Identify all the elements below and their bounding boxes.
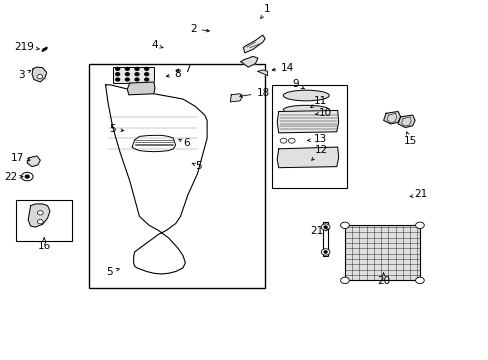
Circle shape [288,138,295,143]
Text: 9: 9 [292,79,304,89]
Text: 16: 16 [38,238,51,251]
Circle shape [116,78,120,81]
Circle shape [25,175,29,178]
Text: 11: 11 [310,96,326,108]
Ellipse shape [283,105,328,114]
Polygon shape [383,112,400,124]
Circle shape [116,73,120,76]
Circle shape [37,220,43,224]
Circle shape [135,67,139,70]
Text: 13: 13 [307,134,326,144]
Polygon shape [241,57,257,67]
Circle shape [37,75,42,79]
Text: 15: 15 [403,132,416,146]
Ellipse shape [283,90,328,101]
Polygon shape [243,35,264,53]
Polygon shape [230,94,242,102]
Polygon shape [257,70,267,76]
Polygon shape [27,156,40,167]
Circle shape [125,67,129,70]
Text: 5: 5 [109,124,123,134]
Circle shape [37,211,43,215]
Text: 6: 6 [179,138,189,148]
Text: 22: 22 [4,172,23,182]
Circle shape [135,78,139,81]
Circle shape [415,277,424,284]
Text: 8: 8 [166,69,181,79]
Circle shape [125,78,129,81]
Circle shape [280,138,286,143]
Text: 4: 4 [151,40,163,50]
Text: 21: 21 [309,226,328,236]
Polygon shape [397,115,414,127]
Polygon shape [127,82,155,95]
Text: 5: 5 [192,161,201,171]
Text: 3: 3 [18,70,31,80]
Bar [344,225,419,280]
Text: 18: 18 [239,88,269,98]
Circle shape [144,67,148,70]
Text: 12: 12 [311,145,327,160]
Circle shape [415,222,424,229]
Circle shape [321,224,329,230]
Circle shape [144,78,148,81]
Circle shape [321,249,329,255]
Polygon shape [32,67,46,82]
Circle shape [116,67,120,70]
Circle shape [135,73,139,76]
Bar [16,201,72,241]
Bar [113,67,154,83]
Circle shape [144,73,148,76]
Bar [272,85,346,188]
Text: 14: 14 [272,63,294,73]
Circle shape [340,277,348,284]
Circle shape [324,251,326,253]
Text: 20: 20 [376,273,389,286]
Text: 10: 10 [315,108,331,118]
Circle shape [21,172,33,181]
Polygon shape [277,111,338,133]
Text: 1: 1 [260,4,270,19]
Circle shape [125,73,129,76]
Circle shape [340,222,348,229]
Text: 17: 17 [11,153,30,163]
Text: 5: 5 [106,266,119,276]
Bar [323,222,327,256]
Text: 21: 21 [409,189,427,199]
Polygon shape [277,147,338,168]
Text: 7: 7 [176,64,191,74]
Text: 2: 2 [189,24,209,34]
Text: 219: 219 [14,42,40,52]
Bar [344,225,419,280]
Circle shape [324,226,326,228]
Polygon shape [28,204,50,227]
